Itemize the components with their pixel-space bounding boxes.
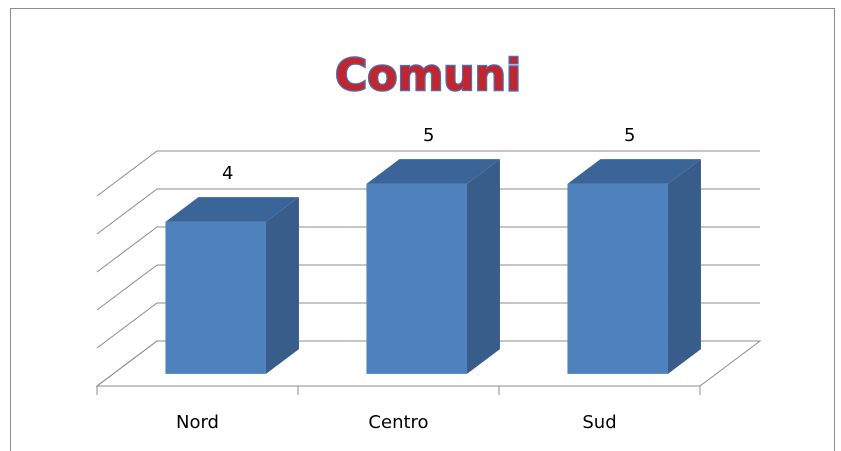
data-label: 4 [222, 163, 233, 184]
grid-line [96, 340, 760, 387]
bar-side [265, 197, 299, 374]
x-tick-label: Sud [582, 412, 616, 433]
bar-front [165, 221, 266, 374]
grid-line [96, 226, 760, 273]
grid-line [96, 150, 760, 197]
bar-top [366, 159, 500, 184]
bar [165, 197, 299, 374]
data-label: 5 [624, 125, 635, 146]
chart-title: Comuni [335, 50, 521, 101]
bar-top [567, 159, 701, 184]
x-tick-label: Centro [368, 412, 428, 433]
bar [366, 159, 500, 374]
bar-side [466, 159, 500, 374]
x-tick-label: Nord [176, 412, 219, 433]
data-label: 5 [423, 125, 434, 146]
grid-line [96, 302, 760, 349]
bar-side [667, 159, 701, 374]
bar-top [165, 197, 299, 222]
grid-line [96, 264, 760, 311]
bar-front [366, 183, 467, 374]
bar [567, 159, 701, 374]
bar-front [567, 183, 668, 374]
grid-line [96, 188, 760, 235]
